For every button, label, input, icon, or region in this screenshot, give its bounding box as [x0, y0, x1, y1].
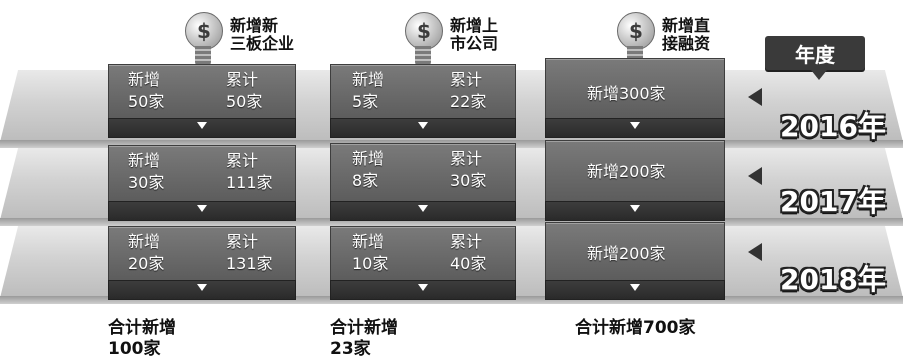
total-value: 50家	[226, 92, 263, 111]
down-arrow-icon	[630, 284, 640, 291]
new-label: 新增	[352, 149, 385, 168]
new-value: 5家	[352, 92, 379, 111]
down-arrow-icon	[418, 122, 428, 129]
new-value: 20家	[128, 254, 165, 273]
year-pointer-icon	[748, 243, 762, 261]
year-header: 年度	[765, 36, 865, 80]
shelf-edge	[0, 218, 903, 226]
total-label: 累计	[450, 232, 483, 251]
block-2017-neeq: 新增 30家 累计 111家	[108, 145, 296, 221]
lightbulb-icon: $	[403, 12, 443, 74]
dollar-icon: $	[185, 12, 223, 50]
year-pointer-icon	[748, 167, 762, 185]
year-2018: 2018年	[780, 263, 886, 296]
new-label: 新增	[128, 70, 161, 89]
total-value: 30家	[450, 171, 487, 190]
new-value: 10家	[352, 254, 389, 273]
dollar-icon: $	[405, 12, 443, 50]
total-label: 累计	[450, 70, 483, 89]
new-value: 8家	[352, 171, 379, 190]
year-2017: 2017年	[780, 185, 886, 218]
column-title-direct-financing: 新增直 接融资	[662, 16, 711, 53]
year-2016: 2016年	[780, 110, 886, 143]
new-label: 新增	[128, 151, 161, 170]
down-arrow-icon	[197, 284, 207, 291]
total-label: 累计	[450, 149, 483, 168]
dollar-icon: $	[617, 12, 655, 50]
block-2016-financing: 新增300家	[545, 58, 725, 138]
down-arrow-icon	[418, 205, 428, 212]
down-arrow-icon	[197, 122, 207, 129]
down-arrow-icon	[630, 205, 640, 212]
block-2016-listed: 新增 5家 累计 22家	[330, 64, 516, 138]
lightbulb-icon: $	[615, 12, 655, 74]
down-arrow-icon	[418, 284, 428, 291]
down-arrow-icon	[630, 122, 640, 129]
total-label: 累计	[226, 151, 259, 170]
total-listed: 合计新增 23家	[330, 318, 398, 359]
total-label: 累计	[226, 232, 259, 251]
new-label: 新增	[352, 232, 385, 251]
new-label: 新增	[352, 70, 385, 89]
down-arrow-icon	[197, 205, 207, 212]
year-pointer-icon	[748, 88, 762, 106]
block-2018-listed: 新增 10家 累计 40家	[330, 226, 516, 300]
total-value: 40家	[450, 254, 487, 273]
new-value: 30家	[128, 173, 165, 192]
financing-value: 新增200家	[587, 162, 666, 181]
block-2018-neeq: 新增 20家 累计 131家	[108, 226, 296, 300]
total-financing: 合计新增700家	[575, 318, 696, 338]
total-value: 111家	[226, 173, 273, 192]
total-neeq: 合计新增 100家	[108, 318, 176, 359]
shelf-edge	[0, 296, 903, 304]
column-title-new-listed: 新增上 市公司	[450, 16, 499, 53]
financing-value: 新增200家	[587, 244, 666, 263]
column-title-new-neeq: 新增新 三板企业	[230, 16, 295, 53]
total-value: 22家	[450, 92, 487, 111]
total-label: 累计	[226, 70, 259, 89]
financing-value: 新增300家	[587, 84, 666, 103]
block-2017-financing: 新增200家	[545, 140, 725, 221]
total-value: 131家	[226, 254, 273, 273]
block-2017-listed: 新增 8家 累计 30家	[330, 143, 516, 221]
block-2016-neeq: 新增 50家 累计 50家	[108, 64, 296, 138]
block-2018-financing: 新增200家	[545, 222, 725, 300]
new-value: 50家	[128, 92, 165, 111]
lightbulb-icon: $	[183, 12, 223, 74]
new-label: 新增	[128, 232, 161, 251]
